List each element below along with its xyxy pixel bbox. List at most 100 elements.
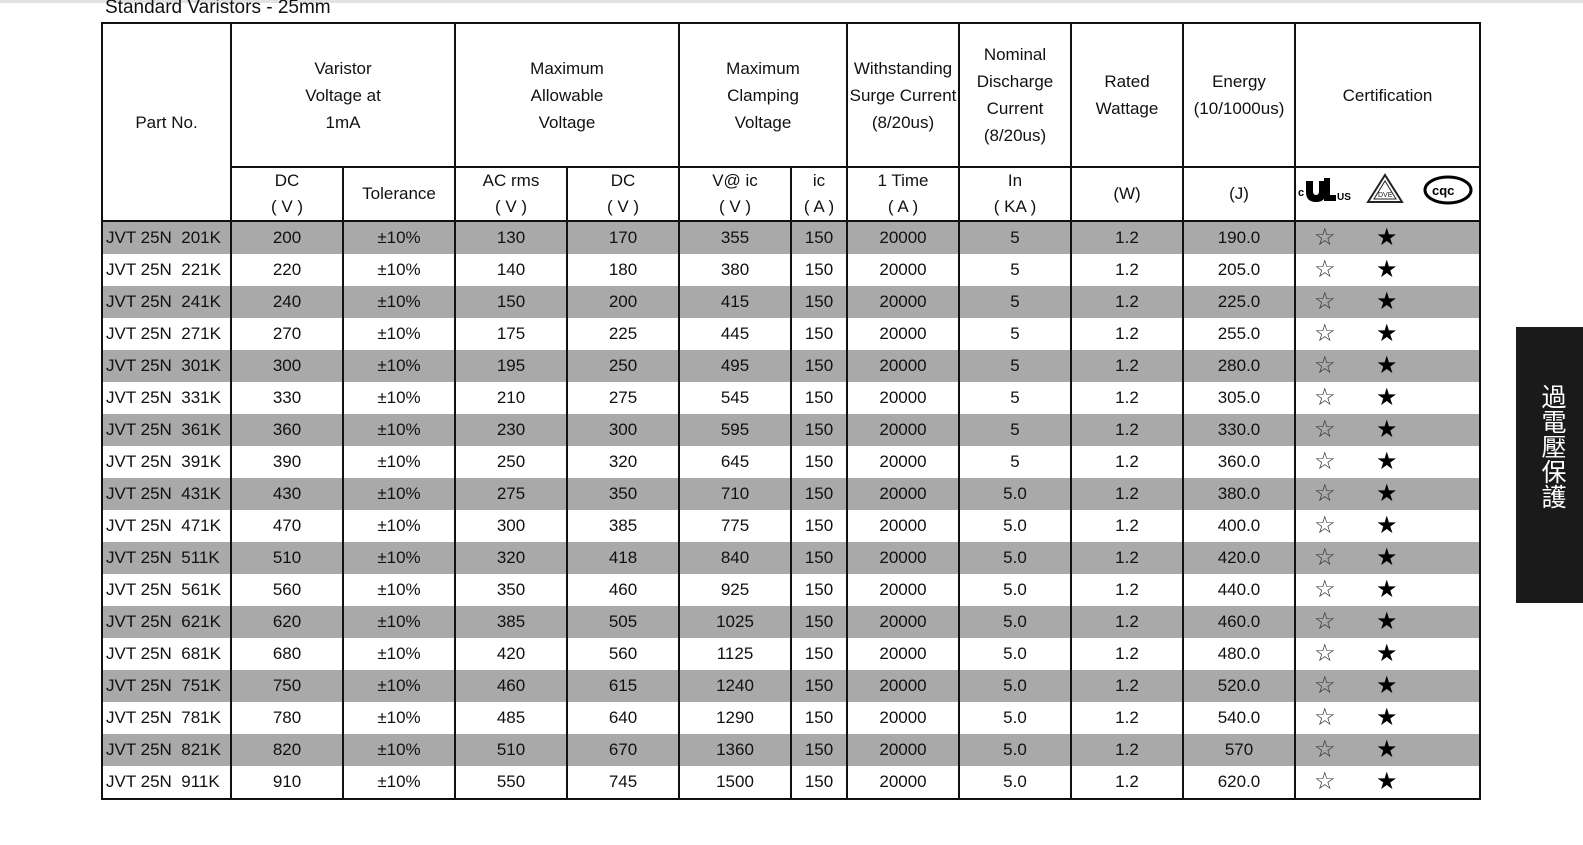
ul-cert-star-icon: ☆ xyxy=(1314,640,1336,667)
side-tab[interactable]: 過電壓保護 xyxy=(1516,327,1583,603)
clamping-voltage-cell: 710 xyxy=(678,478,792,510)
part-no-cell: JVT 25N 201K xyxy=(101,221,232,254)
surge-current-cell: 20000 xyxy=(846,318,960,350)
header-max-allowable-voltage: Maximum Allowable Voltage xyxy=(454,22,680,168)
energy-cell: 305.0 xyxy=(1182,382,1296,414)
ic-cell: 150 xyxy=(790,221,848,254)
subheader-tolerance: Tolerance xyxy=(342,166,456,222)
clamping-voltage-cell: 445 xyxy=(678,318,792,350)
dc-voltage-cell: 330 xyxy=(230,382,344,414)
dc-max-cell: 505 xyxy=(566,606,680,638)
header-max-allowable-voltage-label: Maximum Allowable Voltage xyxy=(530,58,604,132)
surge-current-cell: 20000 xyxy=(846,478,960,510)
surge-current-cell: 20000 xyxy=(846,670,960,702)
part-no-cell: JVT 25N 511K xyxy=(101,542,232,574)
ac-rms-cell: 485 xyxy=(454,702,568,734)
header-rated-wattage-label: Rated Wattage xyxy=(1095,72,1159,118)
tolerance-cell: ±10% xyxy=(342,766,456,800)
ic-cell: 150 xyxy=(790,286,848,318)
surge-current-cell: 20000 xyxy=(846,350,960,382)
tolerance-cell: ±10% xyxy=(342,574,456,606)
dc-max-cell: 320 xyxy=(566,446,680,478)
clamping-voltage-cell: 380 xyxy=(678,254,792,286)
surge-current-cell: 20000 xyxy=(846,702,960,734)
surge-current-cell: 20000 xyxy=(846,286,960,318)
ac-rms-cell: 150 xyxy=(454,286,568,318)
part-no-cell: JVT 25N 361K xyxy=(101,414,232,446)
part-no-cell: JVT 25N 751K xyxy=(101,670,232,702)
energy-cell: 360.0 xyxy=(1182,446,1296,478)
surge-current-cell: 20000 xyxy=(846,734,960,766)
discharge-current-cell: 5.0 xyxy=(958,766,1072,800)
table-row: JVT 25N 911K 910 ±10% 550 745 1500 150 20000 5.0… xyxy=(101,766,1481,800)
ul-cert-star-icon: ☆ xyxy=(1314,672,1336,699)
vde-logo: DVE xyxy=(1366,173,1404,203)
part-no-cell: JVT 25N 821K xyxy=(101,734,232,766)
svg-text:DVE: DVE xyxy=(1378,192,1393,199)
part-no-cell: JVT 25N 241K xyxy=(101,286,232,318)
wattage-cell: 1.2 xyxy=(1070,286,1184,318)
vde-cert-star-icon: ★ xyxy=(1376,352,1398,379)
part-no-cell: JVT 25N 911K xyxy=(101,766,232,800)
part-no-cell: JVT 25N 271K xyxy=(101,318,232,350)
energy-cell: 330.0 xyxy=(1182,414,1296,446)
clamping-voltage-cell: 775 xyxy=(678,510,792,542)
ul-cert-star-icon: ☆ xyxy=(1314,608,1336,635)
certification-cell: ☆ ★ xyxy=(1294,478,1481,510)
wattage-cell: 1.2 xyxy=(1070,670,1184,702)
part-no-cell: JVT 25N 301K xyxy=(101,350,232,382)
wattage-cell: 1.2 xyxy=(1070,702,1184,734)
clamping-voltage-cell: 1125 xyxy=(678,638,792,670)
dc-max-cell: 225 xyxy=(566,318,680,350)
clamping-voltage-cell: 1025 xyxy=(678,606,792,638)
subheader-dc-label: DC xyxy=(274,171,300,190)
ac-rms-cell: 275 xyxy=(454,478,568,510)
ul-cert-star-icon: ☆ xyxy=(1314,224,1336,251)
vde-cert-star-icon: ★ xyxy=(1376,544,1398,571)
certification-cell: ☆ ★ xyxy=(1294,286,1481,318)
certification-cell: ☆ ★ xyxy=(1294,446,1481,478)
energy-cell: 225.0 xyxy=(1182,286,1296,318)
dc-max-cell: 418 xyxy=(566,542,680,574)
ac-rms-cell: 550 xyxy=(454,766,568,800)
surge-current-cell: 20000 xyxy=(846,254,960,286)
discharge-current-cell: 5.0 xyxy=(958,670,1072,702)
clamping-voltage-cell: 840 xyxy=(678,542,792,574)
discharge-current-cell: 5.0 xyxy=(958,702,1072,734)
surge-current-cell: 20000 xyxy=(846,221,960,254)
tolerance-cell: ±10% xyxy=(342,478,456,510)
vde-cert-star-icon: ★ xyxy=(1376,640,1398,667)
energy-cell: 190.0 xyxy=(1182,221,1296,254)
table-row: JVT 25N 621K 620 ±10% 385 505 1025 150 20000 5.0… xyxy=(101,606,1481,638)
part-no-cell: JVT 25N 221K xyxy=(101,254,232,286)
ic-cell: 150 xyxy=(790,414,848,446)
subheader-in-label: In xyxy=(1007,171,1023,190)
side-tab-label: 過電壓保護 xyxy=(1538,384,1567,509)
vde-cert-star-icon: ★ xyxy=(1376,608,1398,635)
ic-cell: 150 xyxy=(790,702,848,734)
top-rule xyxy=(0,0,1583,3)
subheader-in: In ( KA ) xyxy=(958,166,1072,222)
ic-cell: 150 xyxy=(790,766,848,800)
subheader-dc-max-label: DC xyxy=(610,171,636,190)
clamping-voltage-cell: 925 xyxy=(678,574,792,606)
ul-cert-star-icon: ☆ xyxy=(1314,288,1336,315)
vde-cert-star-icon: ★ xyxy=(1376,768,1398,795)
vde-cert-star-icon: ★ xyxy=(1376,576,1398,603)
ul-cert-star-icon: ☆ xyxy=(1314,320,1336,347)
part-no-cell: JVT 25N 331K xyxy=(101,382,232,414)
ac-rms-cell: 460 xyxy=(454,670,568,702)
tolerance-cell: ±10% xyxy=(342,414,456,446)
svg-text:cqc: cqc xyxy=(1432,183,1454,198)
surge-current-cell: 20000 xyxy=(846,382,960,414)
energy-cell: 570 xyxy=(1182,734,1296,766)
tolerance-cell: ±10% xyxy=(342,606,456,638)
dc-voltage-cell: 750 xyxy=(230,670,344,702)
vde-cert-star-icon: ★ xyxy=(1376,704,1398,731)
vde-cert-star-icon: ★ xyxy=(1376,672,1398,699)
ac-rms-cell: 420 xyxy=(454,638,568,670)
certification-cell: ☆ ★ xyxy=(1294,414,1481,446)
ul-cert-star-icon: ☆ xyxy=(1314,352,1336,379)
ic-cell: 150 xyxy=(790,574,848,606)
surge-current-cell: 20000 xyxy=(846,574,960,606)
